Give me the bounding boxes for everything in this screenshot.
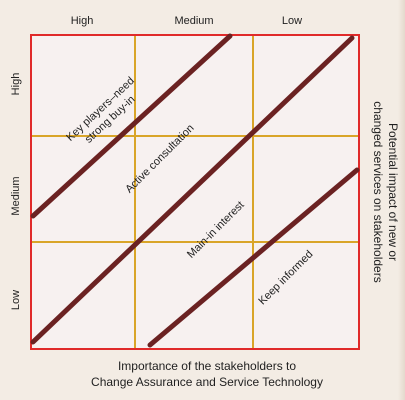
column-header-medium: Medium	[174, 15, 214, 27]
page-edge	[398, 0, 405, 400]
column-header-high: High	[70, 15, 94, 27]
y-axis-label: Potential impact of new or changed servi…	[370, 101, 400, 282]
x-axis-label-line1: Importance of the stakeholders to	[117, 359, 297, 373]
column-header-low: Low	[281, 15, 303, 27]
band-label-keep-informed: Keep informed	[256, 248, 315, 307]
y-axis-label-line2: changed services on stakeholders	[371, 101, 385, 283]
stakeholder-grid	[30, 34, 360, 350]
diagonal-line-3	[147, 167, 360, 348]
band-label-main-in-interest: Main-in interest	[185, 199, 247, 261]
x-axis-label-line2: Change Assurance and Service Technology	[91, 375, 323, 389]
diagonal-line-2	[30, 35, 355, 345]
x-axis-label: Importance of the stakeholders to Change…	[91, 358, 323, 390]
diagonal-line-1	[30, 33, 233, 219]
